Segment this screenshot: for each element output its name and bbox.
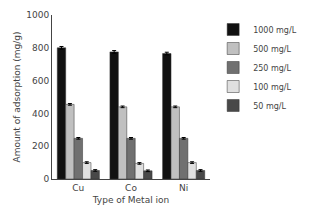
svg-text:Type of Metal ion: Type of Metal ion xyxy=(92,195,170,205)
svg-text:Cu: Cu xyxy=(72,183,84,193)
svg-text:200: 200 xyxy=(32,141,49,151)
svg-text:Ni: Ni xyxy=(179,183,188,193)
svg-text:600: 600 xyxy=(32,76,49,86)
svg-text:800: 800 xyxy=(32,43,49,53)
svg-text:1000 mg/L: 1000 mg/L xyxy=(253,26,296,35)
svg-text:50 mg/L: 50 mg/L xyxy=(253,102,286,111)
svg-text:500 mg/L: 500 mg/L xyxy=(253,45,291,54)
svg-text:1000: 1000 xyxy=(26,10,49,20)
svg-text:400: 400 xyxy=(32,109,49,119)
svg-text:100 mg/L: 100 mg/L xyxy=(253,83,291,92)
svg-text:Amount of adsorption (mg/g): Amount of adsorption (mg/g) xyxy=(12,32,22,163)
svg-text:Co: Co xyxy=(125,183,137,193)
svg-text:250 mg/L: 250 mg/L xyxy=(253,64,291,73)
svg-text:0: 0 xyxy=(43,174,49,184)
